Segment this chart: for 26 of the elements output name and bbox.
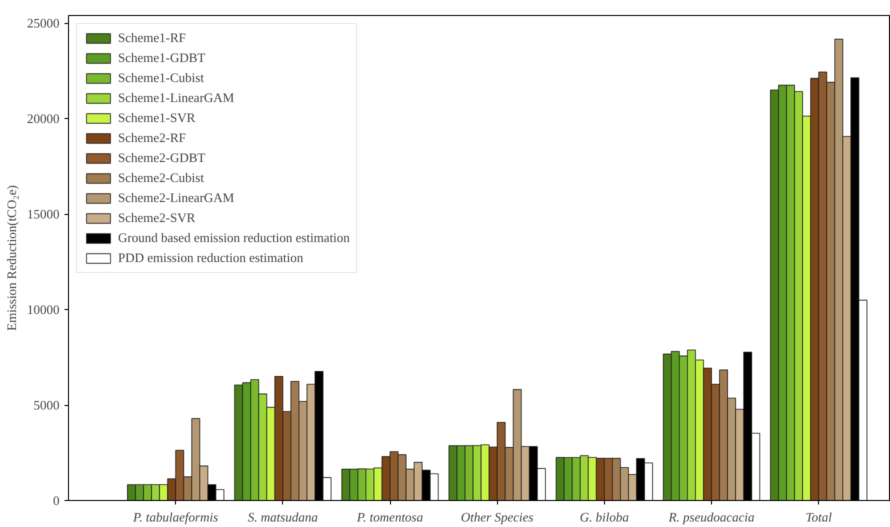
y-tick-label: 0 <box>53 493 60 508</box>
y-tick-label: 15000 <box>27 206 60 222</box>
x-tick-label: P. tabulaeformis <box>132 510 218 524</box>
y-tick-label: 25000 <box>27 16 60 31</box>
legend-label: Scheme2-RF <box>118 130 186 146</box>
y-tick-label: 5000 <box>34 398 60 413</box>
y-tick-label: 10000 <box>27 302 60 318</box>
x-tick-label: Other Species <box>460 510 534 524</box>
y-axis-title: Emission Reduction(tCO₂e) <box>4 185 19 331</box>
x-tick-label: R. pseudoacacia <box>668 510 755 524</box>
legend-label: PDD emission reduction estimation <box>118 250 304 266</box>
x-tick-label: S. matsudana <box>248 510 318 524</box>
legend-label: Scheme1-GDBT <box>118 50 206 66</box>
legend-label: Scheme1-SVR <box>118 110 196 126</box>
legend-label: Scheme1-RF <box>118 30 186 46</box>
legend-label: Scheme2-SVR <box>118 210 196 226</box>
legend-label: Ground based emission reduction estimation <box>118 230 350 246</box>
x-tick-label: P. tomentosa <box>356 510 424 524</box>
legend-label: Scheme1-Cubist <box>118 70 204 86</box>
legend-label: Scheme1-LinearGAM <box>118 90 234 106</box>
legend-label: Scheme2-LinearGAM <box>118 190 234 206</box>
legend-label: Scheme2-GDBT <box>118 150 206 166</box>
legend-label: Scheme2-Cubist <box>118 170 204 186</box>
y-tick-label: 20000 <box>27 111 60 126</box>
x-tick-label: Total <box>806 510 832 524</box>
x-tick-label: G. biloba <box>580 510 630 524</box>
